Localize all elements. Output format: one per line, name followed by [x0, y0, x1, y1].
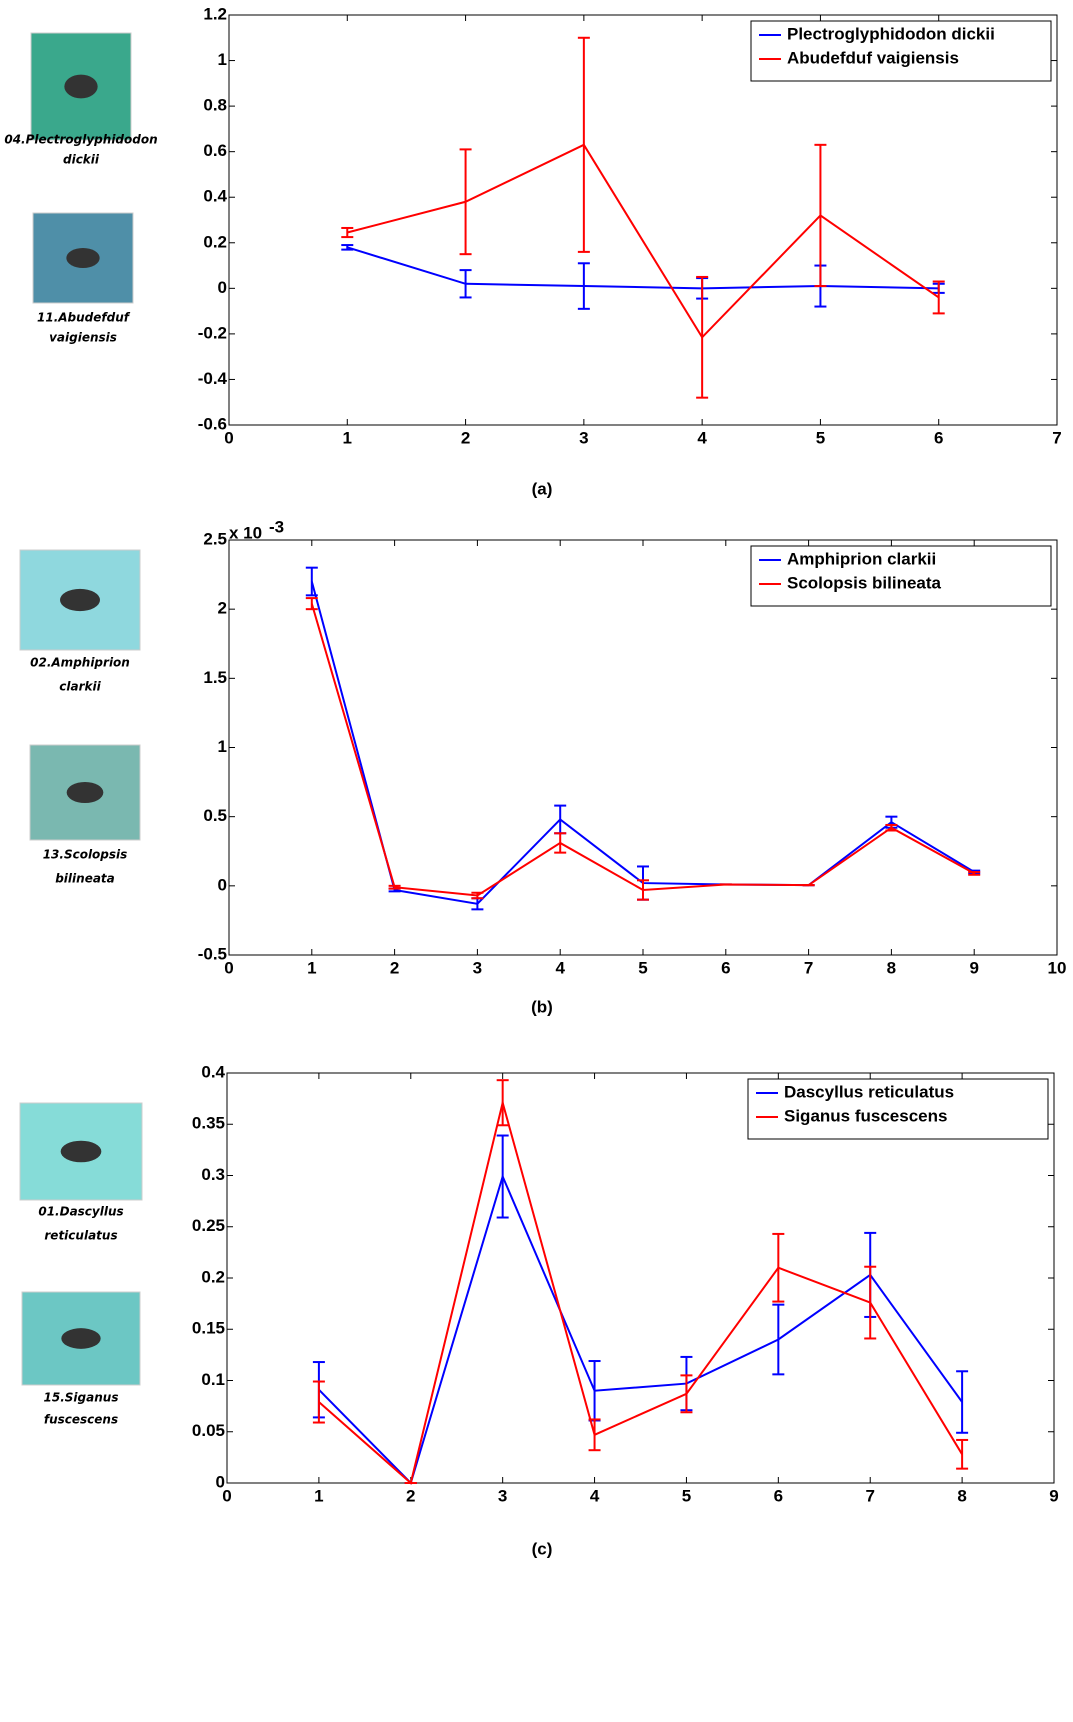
x-tick-label: 8	[887, 958, 896, 977]
y-tick-label: 0.5	[203, 806, 227, 825]
y-tick-label: 1	[218, 737, 227, 756]
y-tick-label: 1.5	[203, 668, 227, 687]
fish-icon	[66, 248, 99, 268]
y-tick-label: 0.05	[192, 1421, 225, 1440]
y-tick-label: 0.6	[203, 141, 227, 160]
y-multiplier-exponent: -3	[269, 517, 284, 536]
x-tick-label: 0	[222, 1486, 231, 1505]
thumbnail-caption: 15.Siganus	[44, 1391, 119, 1405]
y-tick-label: 2	[218, 599, 227, 618]
fish-icon	[60, 589, 100, 611]
x-tick-label: 3	[579, 428, 588, 447]
thumbnail-caption: reticulatus	[44, 1229, 117, 1243]
thumbnail-caption: vaigiensis	[49, 331, 117, 345]
x-tick-label: 4	[697, 428, 707, 447]
fish-icon	[64, 75, 97, 99]
y-tick-label: -0.2	[198, 323, 227, 342]
x-tick-label: 0	[224, 428, 233, 447]
y-tick-label: 0.2	[201, 1267, 225, 1286]
thumbnail-caption: 02.Amphiprion	[30, 656, 130, 670]
x-tick-label: 4	[590, 1486, 600, 1505]
thumbnail-caption: 13.Scolopsis	[43, 848, 128, 862]
x-tick-label: 1	[314, 1486, 323, 1505]
thumbnail-caption: clarkii	[59, 680, 101, 694]
x-tick-label: 8	[957, 1486, 966, 1505]
thumbnail-caption: fuscescens	[44, 1413, 118, 1427]
thumbnail-caption: 01.Dascyllus	[38, 1205, 123, 1219]
x-tick-label: 3	[498, 1486, 507, 1505]
y-tick-label: -0.4	[198, 369, 228, 388]
y-tick-label: 0	[218, 278, 227, 297]
y-tick-label: 0.35	[192, 1114, 225, 1133]
y-tick-label: 0	[218, 875, 227, 894]
x-tick-label: 9	[1049, 1486, 1058, 1505]
y-tick-label: 0.25	[192, 1216, 225, 1235]
legend-label: Plectroglyphidodon dickii	[787, 24, 995, 43]
panel-label: (b)	[531, 997, 553, 1016]
x-tick-label: 0	[224, 958, 233, 977]
panel-label: (a)	[532, 479, 553, 498]
thumbnail-caption: dickii	[63, 153, 100, 167]
y-tick-label: 0.1	[201, 1370, 225, 1389]
x-tick-label: 2	[406, 1486, 415, 1505]
thumbnail-caption: 11.Abudefduf	[37, 311, 131, 325]
y-tick-label: -0.6	[198, 414, 227, 433]
y-tick-label: 0.3	[201, 1165, 225, 1184]
x-tick-label: 1	[307, 958, 316, 977]
x-tick-label: 6	[934, 428, 943, 447]
x-tick-label: 5	[638, 958, 647, 977]
x-tick-label: 7	[865, 1486, 874, 1505]
fish-icon	[61, 1328, 100, 1349]
x-tick-label: 6	[721, 958, 730, 977]
y-tick-label: -0.5	[198, 944, 227, 963]
fish-icon	[61, 1141, 102, 1163]
x-tick-label: 10	[1048, 958, 1067, 977]
fish-icon	[67, 782, 104, 803]
x-tick-label: 9	[969, 958, 978, 977]
figure: 04.Plectroglyphidodon dickii 11.Abudefduf v…	[0, 0, 1073, 1717]
legend-label: Siganus fuscescens	[784, 1106, 947, 1125]
legend-label: Scolopsis bilineata	[787, 573, 942, 592]
legend-label: Amphiprion clarkii	[787, 549, 936, 568]
x-tick-label: 3	[473, 958, 482, 977]
y-tick-label: 0.15	[192, 1319, 225, 1338]
x-tick-label: 5	[682, 1486, 691, 1505]
y-tick-label: 1	[218, 50, 227, 69]
panel-label: (c)	[532, 1539, 553, 1558]
y-tick-label: 0.4	[203, 187, 227, 206]
thumbnail-caption: 04.Plectroglyphidodon	[4, 133, 157, 147]
legend-label: Dascyllus reticulatus	[784, 1082, 954, 1101]
x-tick-label: 2	[461, 428, 470, 447]
y-tick-label: 0.8	[203, 96, 227, 115]
x-tick-label: 5	[816, 428, 825, 447]
x-tick-label: 4	[555, 958, 565, 977]
x-tick-label: 2	[390, 958, 399, 977]
legend-label: Abudefduf vaigiensis	[787, 48, 959, 67]
y-multiplier: x 10	[229, 523, 262, 542]
x-tick-label: 6	[774, 1486, 783, 1505]
thumbnail-caption: bilineata	[55, 872, 115, 886]
y-tick-label: 0.2	[203, 232, 227, 251]
x-tick-label: 7	[1052, 428, 1061, 447]
x-tick-label: 1	[343, 428, 352, 447]
y-tick-label: 0.4	[201, 1062, 225, 1081]
y-tick-label: 2.5	[203, 529, 227, 548]
x-tick-label: 7	[804, 958, 813, 977]
y-tick-label: 1.2	[203, 4, 227, 23]
